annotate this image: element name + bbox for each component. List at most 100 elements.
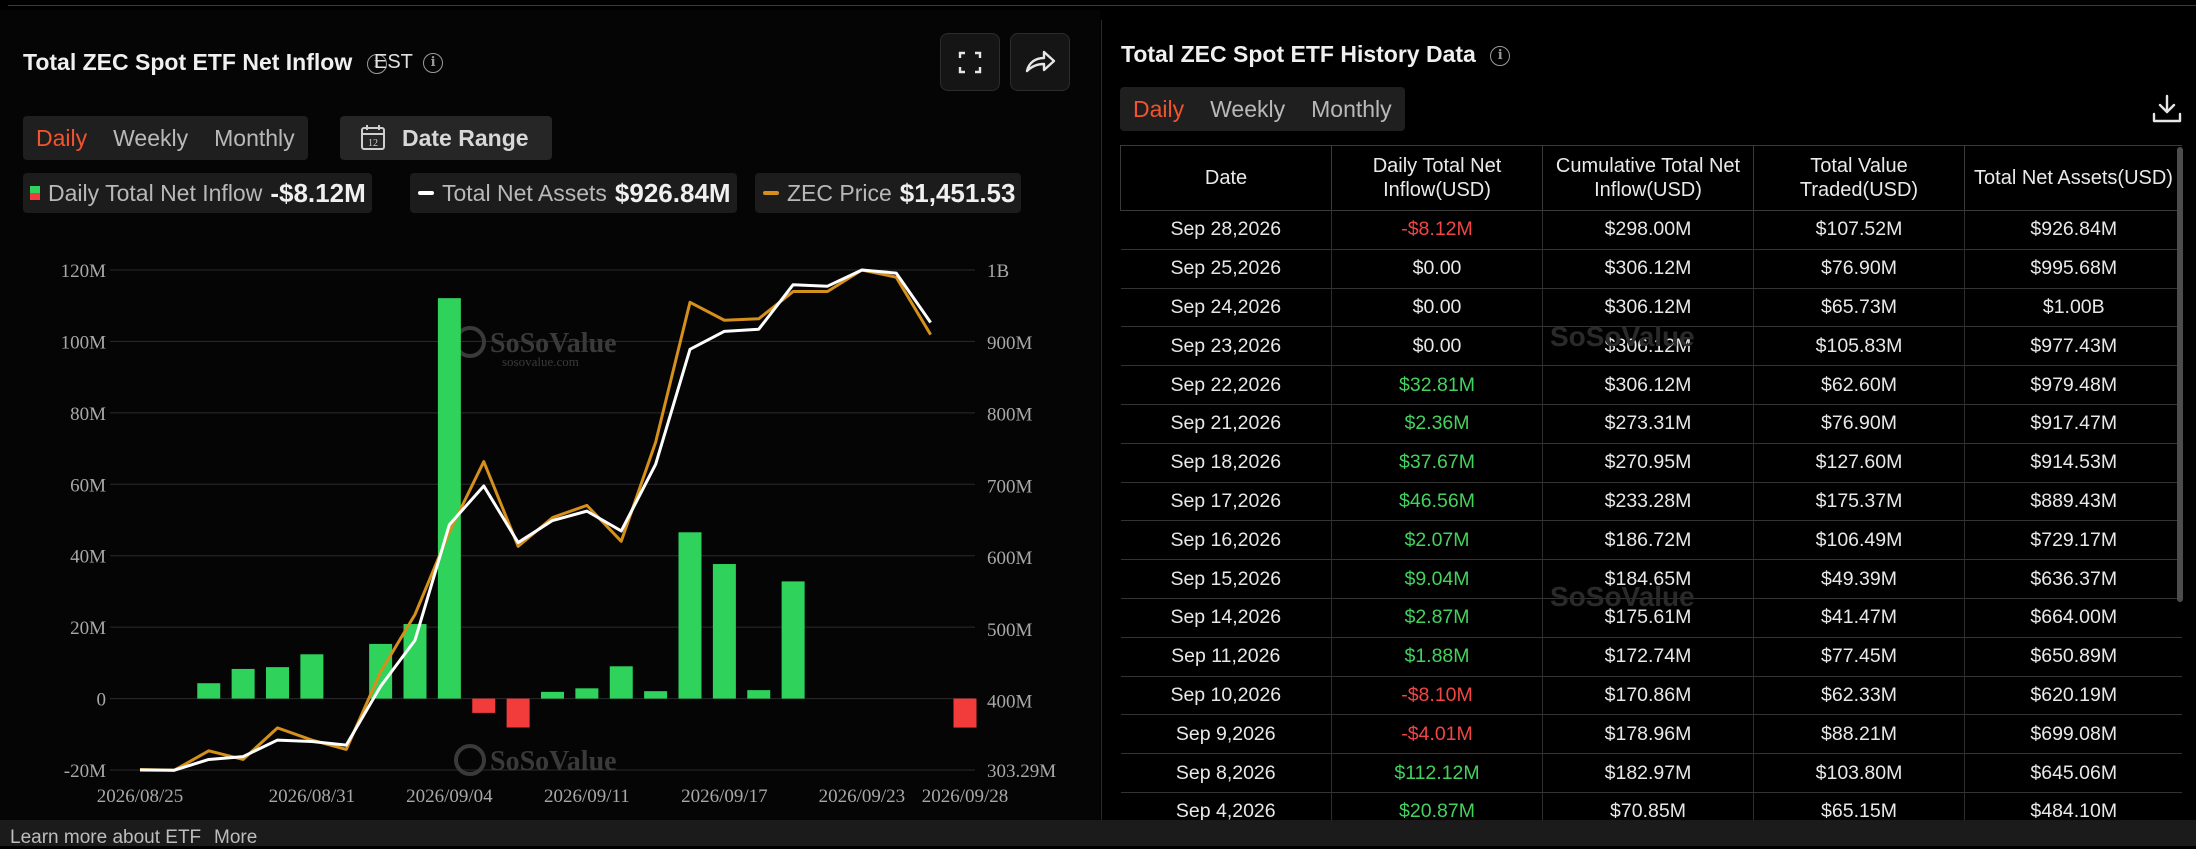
table-cell: $112.12M bbox=[1331, 753, 1543, 793]
bar bbox=[197, 683, 221, 699]
download-button[interactable] bbox=[2150, 92, 2184, 131]
table-cell: $186.72M bbox=[1542, 520, 1754, 561]
table-cell: $620.19M bbox=[1964, 676, 2182, 716]
table-cell: $182.97M bbox=[1542, 753, 1754, 793]
table-watermark: SoSoValue bbox=[1550, 321, 1695, 352]
chart-period-tabs: Daily Weekly Monthly bbox=[23, 116, 308, 160]
share-icon bbox=[1025, 50, 1056, 73]
tab-monthly[interactable]: Monthly bbox=[214, 124, 295, 151]
y-left-tick-label: 20M bbox=[70, 618, 106, 639]
table-cell: Sep 15,2026 bbox=[1120, 559, 1332, 599]
table-cell: Sep 8,2026 bbox=[1120, 753, 1332, 793]
bar bbox=[300, 654, 324, 699]
table-cell: $178.96M bbox=[1542, 714, 1754, 755]
date-range-button[interactable]: 12 Date Range bbox=[340, 116, 552, 160]
bar-swatch-icon bbox=[30, 186, 40, 200]
y-right-tick-label: 900M bbox=[987, 333, 1033, 354]
tab-weekly[interactable]: Weekly bbox=[1210, 95, 1286, 122]
table-cell: $270.95M bbox=[1542, 443, 1754, 483]
net-assets-line bbox=[139, 268, 932, 772]
table-row: Sep 25,2026 $0.00 $306.12M $76.90M $995.68M bbox=[1120, 249, 2182, 289]
table-cell: $917.47M bbox=[1964, 404, 2182, 444]
bar bbox=[437, 298, 461, 699]
y-right-tick-label: 500M bbox=[987, 620, 1033, 641]
history-title-row: Total ZEC Spot ETF History Data i bbox=[1121, 41, 1511, 68]
chart-title-row: Total ZEC Spot ETF Net Inflow i bbox=[23, 49, 387, 76]
column-header[interactable]: Daily Total Net Inflow(USD) bbox=[1331, 145, 1543, 211]
table-cell: $995.68M bbox=[1964, 249, 2182, 289]
table-cell: $49.39M bbox=[1753, 559, 1965, 599]
table-cell: $41.47M bbox=[1753, 598, 1965, 638]
bar bbox=[266, 667, 289, 699]
table-row: Sep 28,2026 -$8.12M $298.00M $107.52M $926.8… bbox=[1120, 210, 2182, 250]
learn-more-link[interactable]: Learn more about ETF bbox=[10, 827, 202, 848]
table-cell: $729.17M bbox=[1964, 520, 2182, 561]
table-cell: $306.12M bbox=[1542, 365, 1754, 405]
fullscreen-icon bbox=[958, 51, 982, 74]
table-cell: $76.90M bbox=[1753, 404, 1965, 444]
legend-value: $1,451.53 bbox=[899, 177, 1016, 208]
table-cell: $62.33M bbox=[1753, 676, 1965, 716]
table-cell: $65.15M bbox=[1753, 792, 1965, 820]
y-left-tick-label: 0 bbox=[97, 690, 107, 711]
column-header[interactable]: Date bbox=[1120, 145, 1332, 211]
svg-text:SoSoValue: SoSoValue bbox=[490, 746, 617, 777]
x-tick-label: 2026/09/17 bbox=[681, 786, 768, 807]
y-axis-right: 1B 900M 800M 700M 600M 500M 400M 303.29M bbox=[987, 261, 1056, 782]
table-cell: Sep 22,2026 bbox=[1120, 365, 1332, 405]
table-cell: $9.04M bbox=[1331, 559, 1543, 599]
x-tick-label: 2026/08/25 bbox=[97, 786, 184, 807]
tab-weekly[interactable]: Weekly bbox=[113, 124, 189, 151]
bar bbox=[541, 691, 564, 699]
table-scrollbar[interactable] bbox=[2177, 147, 2183, 602]
table-cell: $32.81M bbox=[1331, 365, 1543, 405]
bar bbox=[747, 690, 771, 699]
x-axis: 2026/08/25 2026/08/31 2026/09/04 2026/09/11… bbox=[97, 786, 1009, 807]
legend-label: Daily Total Net Inflow bbox=[48, 179, 263, 206]
y-left-tick-label: 120M bbox=[61, 261, 107, 282]
legend-value: $926.84M bbox=[614, 177, 731, 208]
timezone-info-icon[interactable]: i bbox=[423, 52, 444, 73]
tab-daily[interactable]: Daily bbox=[1133, 95, 1185, 122]
table-cell: $65.73M bbox=[1753, 288, 1965, 328]
calendar-icon: 12 bbox=[361, 125, 385, 150]
line-swatch-icon bbox=[418, 191, 434, 195]
legend-zec-price[interactable]: ZEC Price $1,451.53 bbox=[755, 173, 1022, 213]
column-header[interactable]: Cumulative Total Net Inflow(USD) bbox=[1542, 145, 1754, 211]
table-row: Sep 22,2026 $32.81M $306.12M $62.60M $979.48… bbox=[1120, 365, 2182, 405]
table-cell: $0.00 bbox=[1331, 249, 1543, 289]
y-right-tick-label: 1B bbox=[987, 261, 1009, 282]
table-row: Sep 9,2026 -$4.01M $178.96M $88.21M $699.08M bbox=[1120, 714, 2182, 755]
column-header[interactable]: Total Value Traded(USD) bbox=[1753, 145, 1965, 211]
legend-net-assets[interactable]: Total Net Assets $926.84M bbox=[410, 173, 737, 213]
table-cell: Sep 11,2026 bbox=[1120, 637, 1332, 677]
table-cell: $2.07M bbox=[1331, 520, 1543, 561]
table-cell: $127.60M bbox=[1753, 443, 1965, 483]
table-cell: Sep 14,2026 bbox=[1120, 598, 1332, 638]
table-row: Sep 18,2026 $37.67M $270.95M $127.60M $914.5… bbox=[1120, 443, 2182, 483]
x-tick-label: 2026/09/28 bbox=[922, 786, 1009, 807]
table-cell: $184.65M bbox=[1542, 559, 1754, 599]
bar bbox=[609, 666, 633, 699]
tab-monthly[interactable]: Monthly bbox=[1311, 95, 1392, 122]
tab-daily[interactable]: Daily bbox=[36, 124, 88, 151]
table-cell: Sep 16,2026 bbox=[1120, 520, 1332, 561]
timezone-row: EST i bbox=[374, 51, 444, 74]
x-tick-label: 2026/09/11 bbox=[544, 786, 630, 807]
table-cell: Sep 24,2026 bbox=[1120, 288, 1332, 328]
table-cell: $914.53M bbox=[1964, 443, 2182, 483]
fullscreen-button[interactable] bbox=[940, 33, 1000, 91]
svg-text:sosovalue.com: sosovalue.com bbox=[502, 354, 579, 369]
column-header[interactable]: Total Net Assets(USD) bbox=[1964, 145, 2182, 211]
info-icon[interactable]: i bbox=[366, 53, 387, 74]
table-row: Sep 11,2026 $1.88M $172.74M $77.45M $650.89M bbox=[1120, 637, 2182, 677]
table-watermark: SoSoValue bbox=[1550, 581, 1695, 612]
share-button[interactable] bbox=[1010, 33, 1070, 91]
history-title: Total ZEC Spot ETF History Data bbox=[1121, 41, 1476, 67]
table-cell: $699.08M bbox=[1964, 714, 2182, 755]
table-row: Sep 16,2026 $2.07M $186.72M $106.49M $729.17… bbox=[1120, 520, 2182, 561]
more-link[interactable]: More bbox=[214, 827, 258, 848]
info-icon[interactable]: i bbox=[1490, 45, 1511, 66]
table-cell: $106.49M bbox=[1753, 520, 1965, 561]
legend-daily-inflow[interactable]: Daily Total Net Inflow -$8.12M bbox=[23, 173, 372, 213]
